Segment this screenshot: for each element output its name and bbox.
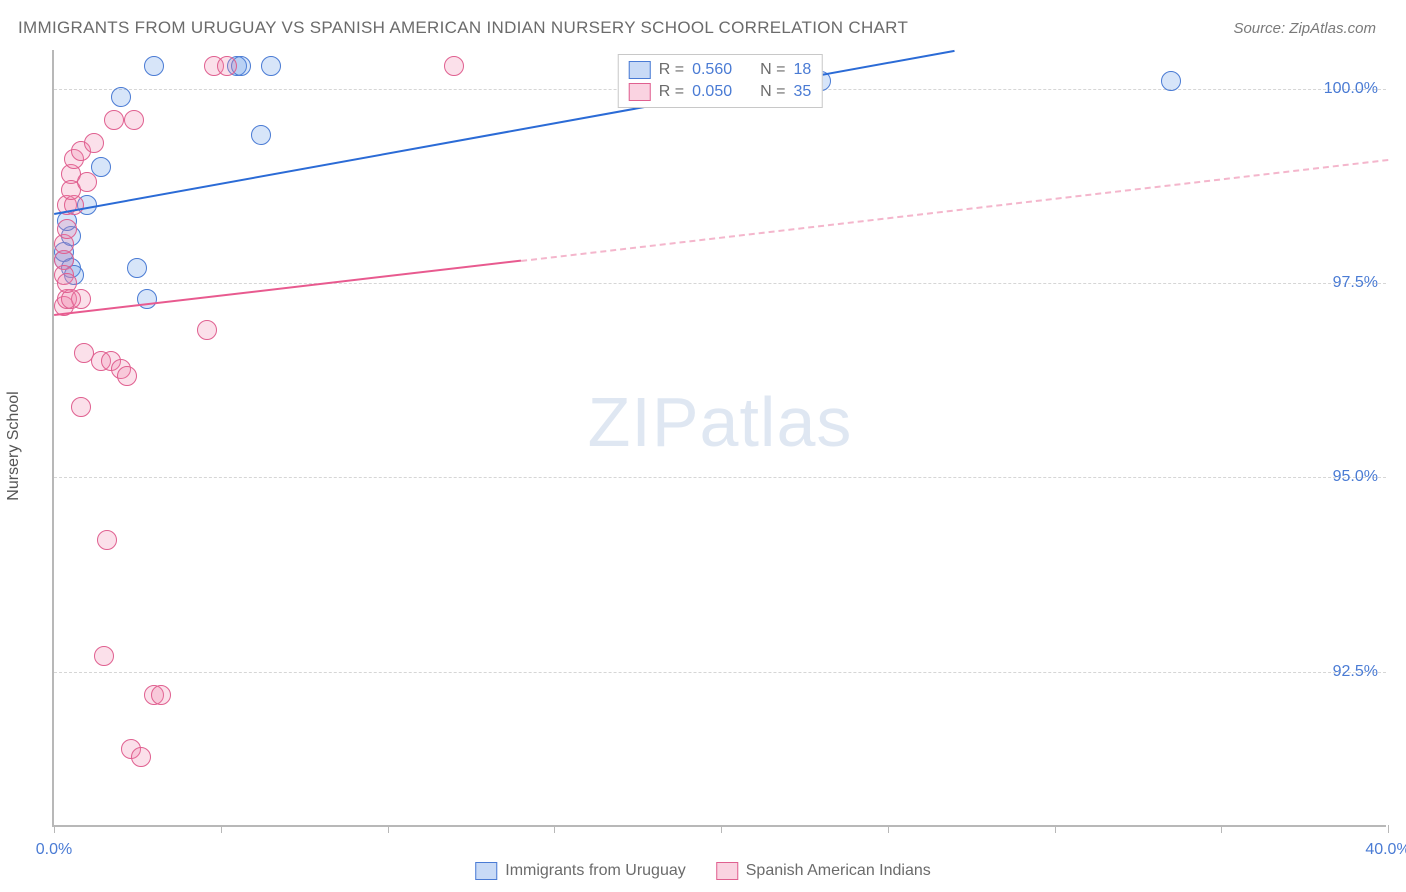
y-tick-label: 97.5% xyxy=(1333,274,1378,292)
page-title: IMMIGRANTS FROM URUGUAY VS SPANISH AMERI… xyxy=(18,18,908,38)
data-point xyxy=(77,172,97,192)
bottom-legend: Immigrants from Uruguay Spanish American … xyxy=(475,862,931,880)
gridline xyxy=(54,283,1386,284)
watermark: ZIPatlas xyxy=(588,382,853,462)
gridline xyxy=(54,672,1386,673)
x-tick xyxy=(54,825,55,833)
data-point xyxy=(197,320,217,340)
gridline xyxy=(54,477,1386,478)
trend-line-pink xyxy=(54,260,521,316)
n-label: N = xyxy=(760,83,785,101)
data-point xyxy=(124,110,144,130)
data-point xyxy=(97,530,117,550)
data-point xyxy=(131,747,151,767)
r-value: 0.560 xyxy=(692,61,732,79)
data-point xyxy=(127,258,147,278)
data-point xyxy=(94,646,114,666)
r-value: 0.050 xyxy=(692,83,732,101)
correlation-stat-box: R = 0.560 N = 18 R = 0.050 N = 35 xyxy=(618,54,823,108)
legend-swatch xyxy=(475,862,497,880)
legend-label: Spanish American Indians xyxy=(746,862,931,880)
data-point xyxy=(57,273,77,293)
legend-item: Immigrants from Uruguay xyxy=(475,862,686,880)
data-point xyxy=(57,219,77,239)
stat-row: R = 0.050 N = 35 xyxy=(629,81,812,103)
n-label: N = xyxy=(760,61,785,79)
trend-line-pink-extrapolated xyxy=(521,159,1388,262)
y-tick-label: 92.5% xyxy=(1333,663,1378,681)
data-point xyxy=(111,87,131,107)
data-point xyxy=(117,366,137,386)
stat-row: R = 0.560 N = 18 xyxy=(629,59,812,81)
data-point xyxy=(71,397,91,417)
data-point xyxy=(261,56,281,76)
data-point xyxy=(217,56,237,76)
chart-plot-area: 92.5%95.0%97.5%100.0%0.0%40.0%ZIPatlasR … xyxy=(52,50,1386,827)
x-tick xyxy=(721,825,722,833)
data-point xyxy=(1161,71,1181,91)
legend-swatch xyxy=(629,61,651,79)
source-attribution: Source: ZipAtlas.com xyxy=(1233,20,1376,37)
y-tick-label: 95.0% xyxy=(1333,468,1378,486)
x-tick-label: 0.0% xyxy=(36,841,72,859)
x-tick xyxy=(554,825,555,833)
data-point xyxy=(151,685,171,705)
r-label: R = xyxy=(659,83,684,101)
x-tick-label: 40.0% xyxy=(1365,841,1406,859)
legend-label: Immigrants from Uruguay xyxy=(505,862,686,880)
legend-swatch xyxy=(629,83,651,101)
data-point xyxy=(251,125,271,145)
x-tick xyxy=(388,825,389,833)
x-tick xyxy=(888,825,889,833)
y-axis-label: Nursery School xyxy=(5,391,23,500)
data-point xyxy=(84,133,104,153)
n-value: 18 xyxy=(793,61,811,79)
r-label: R = xyxy=(659,61,684,79)
data-point xyxy=(144,56,164,76)
x-tick xyxy=(1388,825,1389,833)
x-tick xyxy=(221,825,222,833)
x-tick xyxy=(1221,825,1222,833)
y-tick-label: 100.0% xyxy=(1324,80,1378,98)
x-tick xyxy=(1055,825,1056,833)
legend-swatch xyxy=(716,862,738,880)
data-point xyxy=(104,110,124,130)
data-point xyxy=(444,56,464,76)
legend-item: Spanish American Indians xyxy=(716,862,931,880)
n-value: 35 xyxy=(793,83,811,101)
